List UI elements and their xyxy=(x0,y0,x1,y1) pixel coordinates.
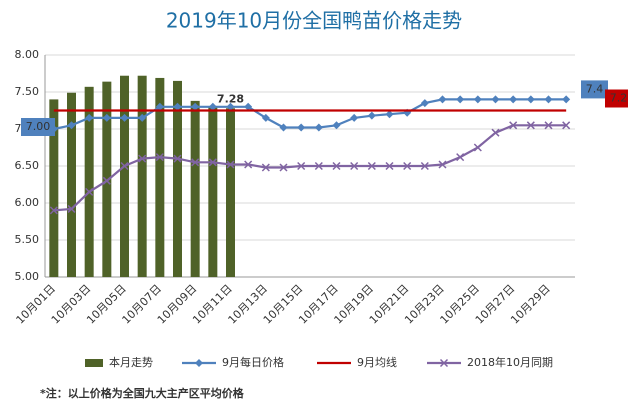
legend-label: 本月走势 xyxy=(109,355,153,369)
marker xyxy=(332,121,341,130)
marker xyxy=(155,153,164,162)
data-label-box xyxy=(605,89,628,108)
y-tick-label: 5.00 xyxy=(15,270,40,283)
marker xyxy=(102,176,111,185)
marker xyxy=(191,158,200,167)
y-tick-label: 7.50 xyxy=(15,85,40,98)
bar xyxy=(67,92,76,278)
marker xyxy=(473,95,482,104)
marker xyxy=(85,187,94,196)
chart-title: 2019年10月份全国鸭苗价格走势 xyxy=(166,9,462,33)
data-label: 7.25 xyxy=(610,92,628,105)
marker xyxy=(279,163,288,172)
marker xyxy=(544,95,553,104)
marker xyxy=(102,113,111,122)
marker xyxy=(367,111,376,120)
data-label-box xyxy=(581,80,608,99)
marker xyxy=(208,158,217,167)
marker xyxy=(509,95,518,104)
y-tick-label: 5.50 xyxy=(15,233,40,246)
bar xyxy=(120,75,129,277)
marker xyxy=(456,153,465,162)
marker xyxy=(195,359,203,367)
bar xyxy=(49,99,59,278)
marker xyxy=(244,160,253,169)
marker xyxy=(226,102,235,111)
bar xyxy=(84,86,94,277)
marker xyxy=(49,206,58,215)
marker xyxy=(244,102,253,111)
bar xyxy=(155,77,165,277)
marker xyxy=(226,160,235,169)
bar xyxy=(190,100,200,277)
marker xyxy=(314,161,323,171)
marker xyxy=(297,161,306,171)
marker xyxy=(120,161,129,171)
marker xyxy=(385,161,394,171)
marker xyxy=(261,113,270,122)
legend-label: 2018年10月同期 xyxy=(467,355,553,369)
marker xyxy=(562,121,571,130)
marker xyxy=(191,102,200,111)
data-label-box xyxy=(21,118,55,136)
bar xyxy=(173,80,182,278)
footnote: *注：以上价格为全国九大主产区平均价格 xyxy=(40,386,245,400)
marker xyxy=(439,358,449,368)
marker xyxy=(138,154,147,163)
marker xyxy=(173,154,182,163)
marker xyxy=(85,113,94,122)
marker xyxy=(544,121,553,130)
marker xyxy=(473,143,482,152)
marker xyxy=(314,123,323,132)
marker xyxy=(367,161,376,171)
y-tick-label: 8.00 xyxy=(15,48,40,61)
marker xyxy=(350,161,359,171)
marker xyxy=(261,163,270,172)
marker xyxy=(526,121,535,130)
marker xyxy=(491,128,500,137)
marker xyxy=(208,102,217,111)
marker xyxy=(509,121,518,130)
marker xyxy=(173,102,182,111)
marker xyxy=(456,95,465,104)
y-tick-label: 6.50 xyxy=(15,159,40,172)
marker xyxy=(403,161,412,171)
marker xyxy=(332,161,341,171)
marker xyxy=(438,160,447,169)
data-label: 7.00 xyxy=(26,120,51,133)
line xyxy=(53,98,567,131)
legend-label: 9月均线 xyxy=(357,355,397,369)
bar xyxy=(102,81,112,277)
marker xyxy=(420,161,429,171)
marker xyxy=(385,110,394,119)
y-tick-label: 6.00 xyxy=(15,196,40,209)
marker xyxy=(438,95,447,104)
marker xyxy=(138,113,147,122)
marker xyxy=(420,99,429,108)
marker xyxy=(67,204,76,213)
marker xyxy=(350,113,359,122)
marker xyxy=(562,95,571,104)
marker xyxy=(297,123,306,132)
marker xyxy=(526,95,535,104)
line xyxy=(53,124,567,212)
marker xyxy=(67,121,76,130)
marker xyxy=(120,113,129,122)
marker xyxy=(491,95,500,104)
bar xyxy=(208,106,218,277)
marker xyxy=(155,102,164,111)
marker xyxy=(279,123,288,132)
legend-label: 9月每日价格 xyxy=(222,355,284,369)
legend-swatch xyxy=(85,359,103,367)
bar xyxy=(137,75,147,277)
data-label: 7.4 xyxy=(586,82,604,95)
data-label: 7.28 xyxy=(217,92,244,105)
bar xyxy=(226,108,235,277)
